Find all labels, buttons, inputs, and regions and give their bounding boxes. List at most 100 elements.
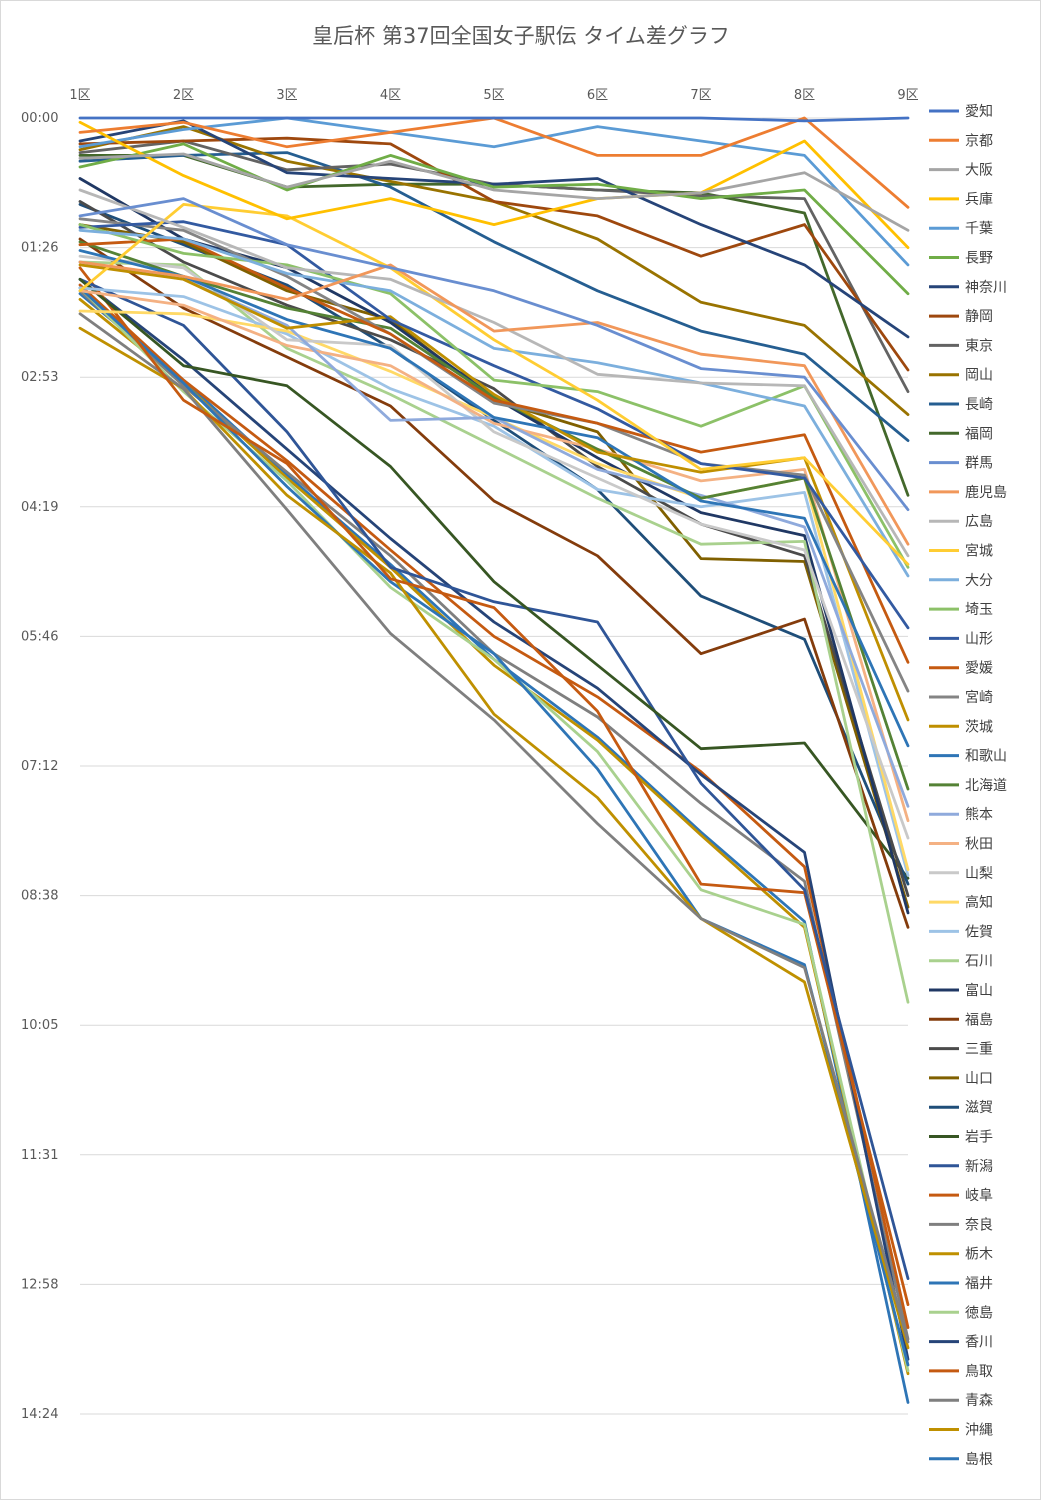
legend-item: 和歌山 [929,749,1007,765]
legend-label: 青森 [965,1393,993,1409]
x-axis-labels: 1区 2区 3区 4区 5区 6区 7区 8区 9区 [69,88,918,103]
x-tick-label: 5区 [483,88,504,103]
series-line [78,283,910,1329]
series-line [78,217,910,693]
legend-item: 岡山 [929,368,993,384]
legend-item: 山梨 [929,866,993,882]
y-tick-label: 12:58 [21,1277,58,1292]
x-tick-label: 2区 [173,88,194,103]
y-tick-label: 05:46 [21,629,58,644]
legend-item: 福井 [929,1276,993,1292]
legend-item: 栃木 [929,1247,993,1263]
legend-item: 北海道 [929,778,1007,794]
legend-label: 栃木 [965,1247,993,1263]
legend-item: 石川 [929,954,993,970]
legend-item: 福島 [929,1012,993,1028]
legend-item: 沖縄 [929,1423,993,1439]
series-line [78,120,910,250]
legend-label: 滋賀 [965,1100,993,1116]
legend-item: 徳島 [929,1305,993,1321]
legend-label: 宮城 [965,544,993,560]
legend-item: 山形 [929,631,993,647]
legend-item: 宮崎 [929,690,993,706]
legend-label: 群馬 [965,456,993,472]
legend-item: 神奈川 [929,280,1007,296]
y-tick-label: 02:53 [21,370,58,385]
chart-title: 皇后杯 第37回全国女子駅伝 タイム差グラフ [312,24,730,48]
legend-item: 高知 [929,894,993,911]
x-tick-label: 3区 [276,88,297,103]
legend-label: 和歌山 [965,749,1007,765]
series-line [78,326,910,1350]
series-line [78,116,910,123]
legend-label: 高知 [965,894,993,911]
series-lines [78,116,910,1404]
legend-label: 北海道 [965,778,1007,794]
series-line [78,289,910,1341]
legend-label: 新潟 [965,1159,993,1175]
legend-item: 岩手 [929,1130,993,1146]
series-line [78,260,910,808]
legend-label: 千葉 [965,221,993,237]
legend-label: 岐阜 [965,1187,993,1204]
x-tick-label: 6区 [587,88,608,103]
legend-label: 沖縄 [965,1423,993,1439]
legend-label: 京都 [965,133,993,149]
series-line [78,197,910,512]
legend-item: 香川 [929,1335,993,1351]
series-line [78,260,910,546]
series-line [78,152,910,232]
series-line [78,151,910,443]
legend-label: 埼玉 [965,602,993,618]
legend-label: 神奈川 [965,280,1007,296]
legend-item: 愛知 [929,103,993,120]
series-line [78,249,910,748]
y-tick-label: 14:24 [21,1407,58,1422]
x-tick-label: 9区 [897,88,918,103]
legend-item: 鳥取 [929,1364,993,1380]
legend-label: 鳥取 [965,1364,993,1380]
legend-item: 島根 [929,1452,993,1468]
legend-item: 広島 [929,514,993,530]
legend-label: 山梨 [965,866,993,882]
y-tick-label: 11:31 [21,1148,58,1163]
series-line [78,200,910,897]
legend-label: 静岡 [965,309,993,325]
legend-item: 新潟 [929,1159,993,1175]
legend-label: 石川 [965,954,993,970]
legend-item: 群馬 [929,456,993,472]
series-line [78,277,910,1361]
series-line [78,312,910,1344]
series-line [78,119,910,339]
legend-item: 千葉 [929,221,993,237]
legend-label: 愛知 [965,103,993,120]
legend-label: 長崎 [965,397,993,413]
legend-item: 大阪 [929,163,993,179]
y-tick-label: 07:12 [21,759,58,774]
x-tick-label: 8区 [794,88,815,103]
series-line [78,286,910,1367]
legend-label: 山形 [965,631,993,647]
x-tick-label: 4区 [380,88,401,103]
series-line [78,202,910,566]
legend-label: 茨城 [965,719,993,735]
legend-item: 東京 [929,338,993,354]
legend-item: 茨城 [929,719,993,735]
legend-label: 福島 [965,1012,993,1028]
series-line [78,240,910,791]
series-line [78,142,910,296]
legend-item: 福岡 [929,426,993,442]
legend-label: 兵庫 [965,191,993,208]
legend-item: 長崎 [929,397,993,413]
legend-label: 熊本 [965,807,993,823]
series-line [78,136,910,372]
legend-label: 岩手 [965,1130,993,1146]
series-line [78,228,910,578]
legend-item: 静岡 [929,309,993,325]
legend: 愛知京都大阪兵庫千葉長野神奈川静岡東京岡山長崎福岡群馬鹿児島広島宮城大分埼玉山形… [929,103,1007,1468]
legend-item: 滋賀 [929,1100,993,1116]
legend-item: 三重 [929,1042,993,1058]
legend-item: 埼玉 [929,602,993,618]
